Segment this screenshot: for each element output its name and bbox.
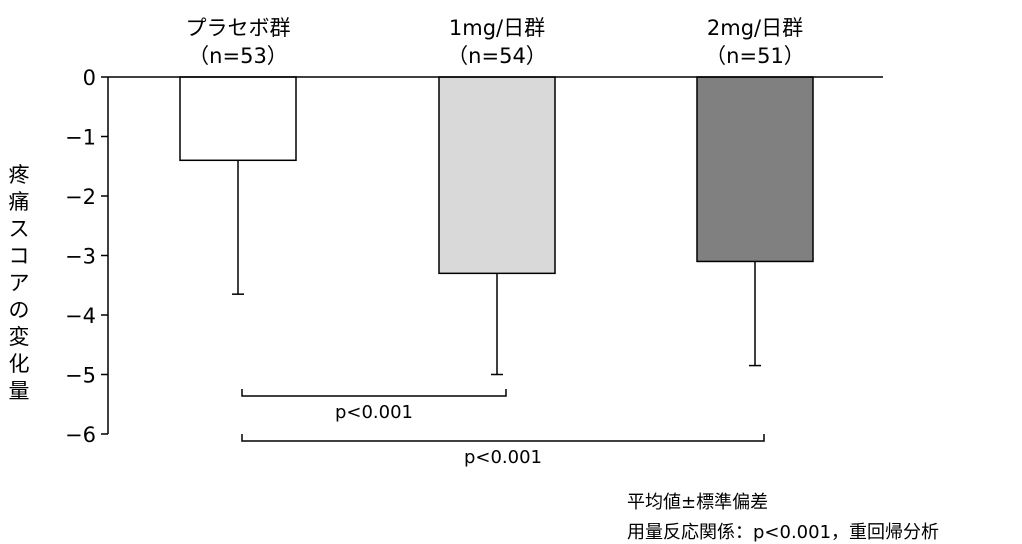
- y-axis-label-char: 量: [8, 379, 30, 403]
- y-axis-label: 疼痛スコアの変化量: [6, 162, 32, 405]
- category-sample-size: （n=54）: [447, 44, 547, 68]
- y-tick-label: −4: [65, 304, 96, 328]
- category-sample-size: （n=51）: [705, 44, 805, 68]
- y-tick-label: −5: [65, 364, 96, 388]
- y-axis-label-char: 変: [8, 325, 30, 349]
- category-label: プラセボ群: [186, 16, 291, 40]
- y-axis-label-char: ア: [8, 271, 30, 295]
- y-tick-label: −6: [65, 423, 96, 447]
- footnote-mean-sd: 平均値±標準偏差: [627, 492, 769, 513]
- significance-bracket: [241, 434, 765, 442]
- bar: [438, 76, 556, 275]
- y-axis-label-char: コ: [8, 244, 30, 268]
- significance-label: p<0.001: [464, 447, 542, 468]
- y-axis-label-char: の: [8, 298, 30, 322]
- footnote-dose-response: 用量反応関係：p<0.001，重回帰分析: [627, 522, 940, 543]
- bar: [696, 76, 814, 263]
- y-axis-label-char: 痛: [8, 190, 30, 214]
- y-axis-label-char: 化: [8, 352, 30, 376]
- category-label: 2mg/日群: [707, 16, 803, 40]
- y-tick-label: −2: [65, 185, 96, 209]
- y-tick-label: −1: [65, 126, 96, 150]
- category-label: 1mg/日群: [449, 16, 545, 40]
- y-axis-label-char: ス: [8, 217, 30, 241]
- y-tick-label: 0: [83, 66, 96, 90]
- y-axis-label-char: 疼: [8, 163, 30, 187]
- significance-bracket: [241, 389, 507, 397]
- category-sample-size: （n=53）: [188, 44, 288, 68]
- bar: [179, 76, 297, 162]
- y-tick-label: −3: [65, 245, 96, 269]
- significance-label: p<0.001: [335, 402, 413, 423]
